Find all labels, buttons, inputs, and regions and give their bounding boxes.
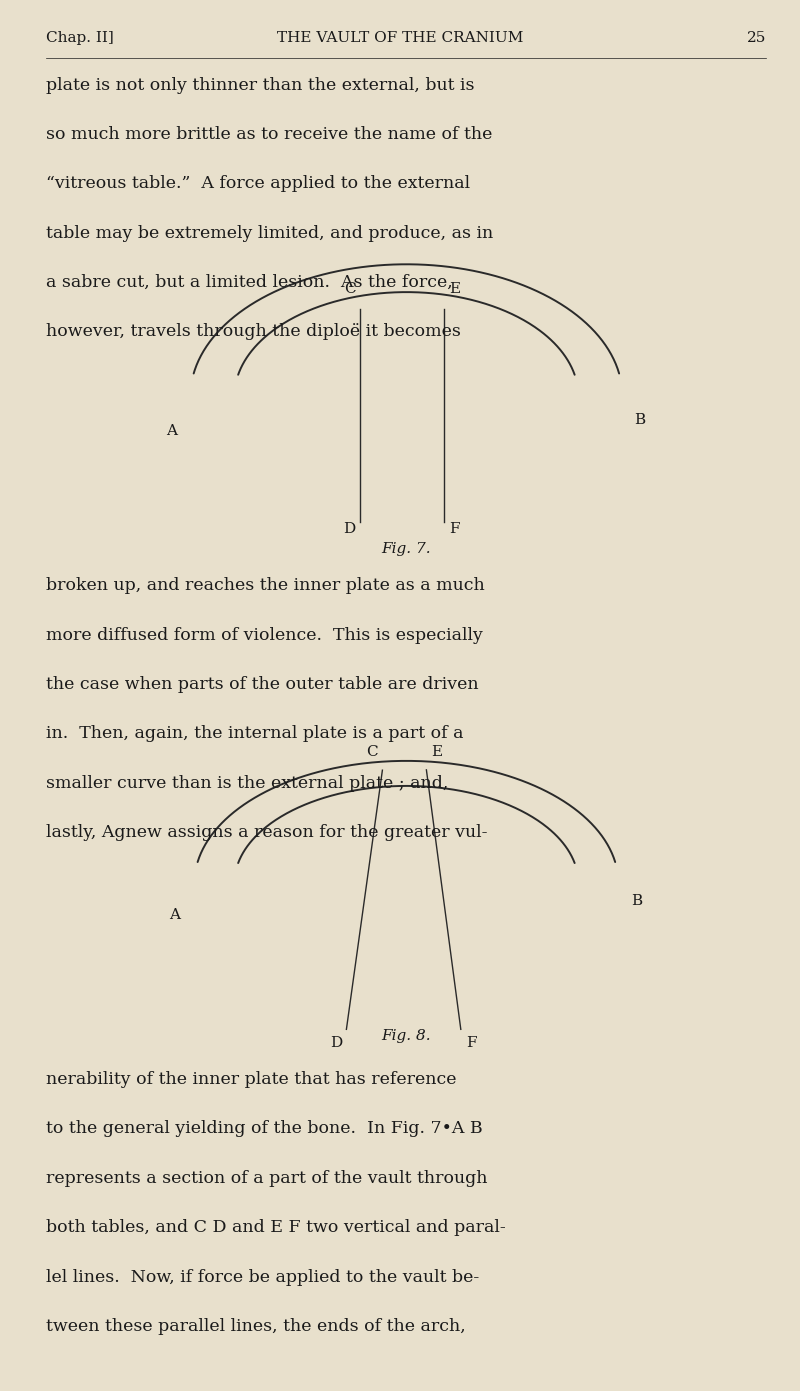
Text: table may be extremely limited, and produce, as in: table may be extremely limited, and prod… [46, 224, 494, 242]
Text: Fig. 7.: Fig. 7. [382, 542, 431, 556]
Text: smaller curve than is the external plate ; and,: smaller curve than is the external plate… [46, 775, 449, 791]
Text: however, travels through the diploë it becomes: however, travels through the diploë it … [46, 323, 462, 341]
Text: Chap. II]: Chap. II] [46, 31, 114, 45]
Text: in.  Then, again, the internal plate is a part of a: in. Then, again, the internal plate is a… [46, 725, 464, 743]
Text: D: D [330, 1036, 342, 1050]
Text: tween these parallel lines, the ends of the arch,: tween these parallel lines, the ends of … [46, 1319, 466, 1335]
Text: the case when parts of the outer table are driven: the case when parts of the outer table a… [46, 676, 479, 693]
Text: F: F [449, 522, 460, 536]
Text: more diffused form of violence.  This is especially: more diffused form of violence. This is … [46, 626, 483, 644]
Text: to the general yielding of the bone.  In Fig. 7•A B: to the general yielding of the bone. In … [46, 1121, 483, 1138]
Text: A: A [166, 424, 178, 438]
Text: lastly, Agnew assigns a reason for the greater vul-: lastly, Agnew assigns a reason for the g… [46, 823, 488, 842]
Text: F: F [466, 1036, 477, 1050]
Text: so much more brittle as to receive the name of the: so much more brittle as to receive the n… [46, 127, 493, 143]
Text: B: B [634, 413, 646, 427]
Text: B: B [631, 894, 642, 908]
Text: a sabre cut, but a limited lesion.  As the force,: a sabre cut, but a limited lesion. As th… [46, 274, 453, 291]
Text: plate is not only thinner than the external, but is: plate is not only thinner than the exter… [46, 77, 475, 93]
Text: Fig. 8.: Fig. 8. [382, 1029, 431, 1043]
Text: D: D [343, 522, 356, 536]
Text: THE VAULT OF THE CRANIUM: THE VAULT OF THE CRANIUM [277, 31, 523, 45]
Text: lel lines.  Now, if force be applied to the vault be-: lel lines. Now, if force be applied to t… [46, 1269, 480, 1285]
Text: C: C [366, 746, 378, 759]
Text: 25: 25 [747, 31, 766, 45]
Text: E: E [431, 744, 442, 758]
Text: C: C [344, 282, 355, 296]
Text: broken up, and reaches the inner plate as a much: broken up, and reaches the inner plate a… [46, 577, 485, 594]
Text: represents a section of a part of the vault through: represents a section of a part of the va… [46, 1170, 488, 1187]
Text: nerability of the inner plate that has reference: nerability of the inner plate that has r… [46, 1071, 457, 1088]
Text: both tables, and C D and E F two vertical and paral-: both tables, and C D and E F two vertica… [46, 1219, 506, 1237]
Text: A: A [169, 908, 180, 922]
Text: “vitreous table.”  A force applied to the external: “vitreous table.” A force applied to the… [46, 175, 470, 192]
Text: E: E [449, 282, 460, 296]
